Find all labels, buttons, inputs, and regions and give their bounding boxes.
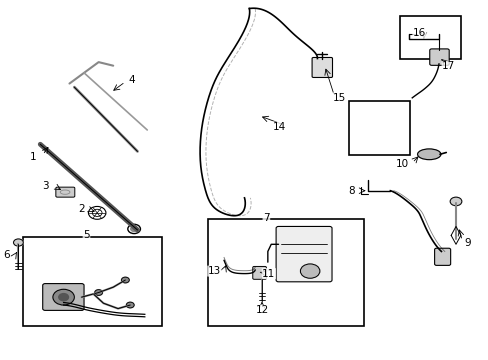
FancyBboxPatch shape xyxy=(434,248,450,265)
Circle shape xyxy=(53,289,74,305)
Text: 7: 7 xyxy=(263,212,269,222)
Circle shape xyxy=(130,226,137,231)
Text: 16: 16 xyxy=(412,28,426,38)
Circle shape xyxy=(121,277,129,283)
Bar xyxy=(23,237,162,327)
Circle shape xyxy=(126,302,134,308)
FancyBboxPatch shape xyxy=(429,49,448,65)
Text: 2: 2 xyxy=(78,204,85,214)
Bar xyxy=(207,219,363,327)
Circle shape xyxy=(300,264,319,278)
Text: 15: 15 xyxy=(332,93,346,103)
Text: 12: 12 xyxy=(255,305,268,315)
FancyBboxPatch shape xyxy=(311,58,332,77)
Text: 8: 8 xyxy=(347,186,354,197)
Text: 6: 6 xyxy=(3,250,10,260)
Bar xyxy=(348,102,409,155)
FancyBboxPatch shape xyxy=(56,187,75,197)
Circle shape xyxy=(449,197,461,206)
FancyBboxPatch shape xyxy=(276,226,331,282)
Text: 17: 17 xyxy=(441,62,454,71)
Circle shape xyxy=(59,294,68,301)
Text: 5: 5 xyxy=(83,230,90,240)
Text: 9: 9 xyxy=(463,238,469,248)
Text: 3: 3 xyxy=(42,181,48,192)
FancyBboxPatch shape xyxy=(42,284,84,310)
Ellipse shape xyxy=(417,149,440,159)
FancyBboxPatch shape xyxy=(252,266,266,279)
Text: 13: 13 xyxy=(207,266,221,276)
Text: 1: 1 xyxy=(30,152,36,162)
Circle shape xyxy=(95,290,102,296)
Circle shape xyxy=(14,239,23,246)
Text: 14: 14 xyxy=(272,122,285,132)
Text: 4: 4 xyxy=(128,75,135,85)
Text: 11: 11 xyxy=(262,269,275,279)
Bar xyxy=(399,16,460,59)
Text: 10: 10 xyxy=(395,159,408,169)
